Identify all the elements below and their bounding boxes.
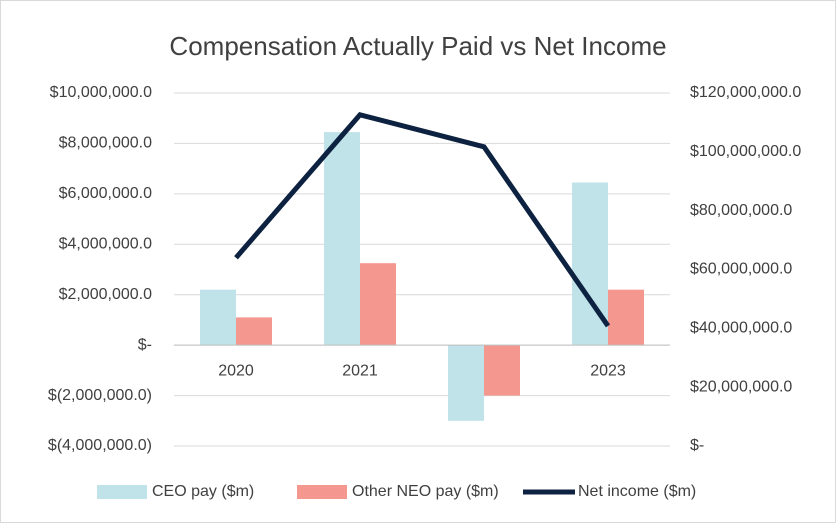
bar bbox=[608, 289, 644, 346]
legend-swatch bbox=[297, 485, 347, 499]
x-tick-label: 2021 bbox=[342, 362, 378, 379]
y2-tick-label: $60,000,000.0 bbox=[690, 261, 792, 278]
legend-label: Other NEO pay ($m) bbox=[352, 483, 499, 500]
bar bbox=[324, 132, 360, 346]
x-tick-label: 2023 bbox=[590, 362, 626, 379]
y-tick-label: $2,000,000.0 bbox=[59, 286, 153, 303]
legend-label: Net income ($m) bbox=[578, 483, 696, 500]
bar bbox=[200, 289, 236, 346]
legend-swatch bbox=[97, 485, 147, 499]
y-tick-label: $- bbox=[138, 336, 152, 353]
y-tick-label: $4,000,000.0 bbox=[59, 236, 153, 253]
y-tick-label: $10,000,000.0 bbox=[50, 84, 152, 101]
legend-label: CEO pay ($m) bbox=[152, 483, 254, 500]
y2-tick-label: $40,000,000.0 bbox=[690, 320, 792, 337]
bar bbox=[484, 345, 520, 396]
x-tick-label: 2020 bbox=[218, 362, 254, 379]
bar bbox=[236, 317, 272, 346]
y2-tick-label: $100,000,000.0 bbox=[690, 143, 801, 160]
y2-tick-label: $- bbox=[690, 437, 704, 454]
y2-tick-label: $20,000,000.0 bbox=[690, 378, 792, 395]
y-tick-label: $8,000,000.0 bbox=[59, 135, 153, 152]
y-tick-label: $(4,000,000.0) bbox=[48, 437, 152, 454]
y2-tick-label: $120,000,000.0 bbox=[690, 84, 801, 101]
y-tick-label: $(2,000,000.0) bbox=[48, 387, 152, 404]
bar bbox=[448, 345, 484, 421]
chart-title: Compensation Actually Paid vs Net Income bbox=[169, 31, 666, 61]
y2-tick-label: $80,000,000.0 bbox=[690, 202, 792, 219]
y-tick-label: $6,000,000.0 bbox=[59, 185, 153, 202]
line bbox=[234, 111, 611, 328]
bar bbox=[360, 263, 396, 346]
